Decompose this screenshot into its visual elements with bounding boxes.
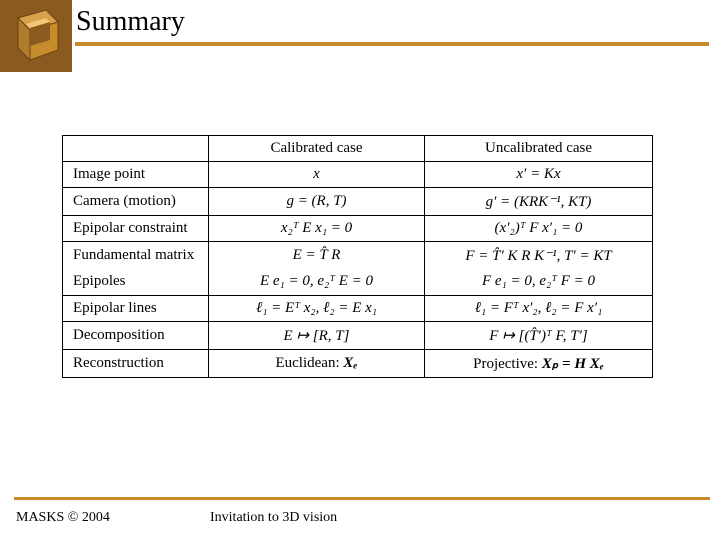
row-cal: x bbox=[209, 162, 425, 188]
row-uncal: F = T̂′ K R K⁻¹, T′ = KT bbox=[425, 242, 653, 270]
row-label: Epipoles bbox=[63, 269, 209, 295]
row-cal: ℓ₁ = Eᵀ x₂, ℓ₂ = E x₁ bbox=[209, 295, 425, 321]
table-row: Decomposition E ↦ [R, T] F ↦ [(T̂′)ᵀ F, … bbox=[63, 321, 653, 349]
table-row: Image point x x′ = Kx bbox=[63, 162, 653, 188]
row-label: Reconstruction bbox=[63, 349, 209, 377]
table-header-row: Calibrated case Uncalibrated case bbox=[63, 136, 653, 162]
logo-cube bbox=[0, 0, 72, 72]
row-uncal: Projective: Xₚ = H Xₑ bbox=[425, 349, 653, 377]
table-row: Reconstruction Euclidean: Xₑ Projective:… bbox=[63, 349, 653, 377]
row-uncal: x′ = Kx bbox=[425, 162, 653, 188]
row-cal: x₂ᵀ E x₁ = 0 bbox=[209, 216, 425, 242]
table-row: Epipolar constraint x₂ᵀ E x₁ = 0 (x′₂)ᵀ … bbox=[63, 216, 653, 242]
header-uncalibrated: Uncalibrated case bbox=[425, 136, 653, 162]
footer-rule bbox=[14, 497, 710, 500]
row-label: Epipolar constraint bbox=[63, 216, 209, 242]
row-uncal: F e₁ = 0, e₂ᵀ F = 0 bbox=[425, 269, 653, 295]
recon-val: Xₚ = H Xₑ bbox=[542, 356, 604, 372]
row-label: Epipolar lines bbox=[63, 295, 209, 321]
row-uncal: g′ = (KRK⁻¹, KT) bbox=[425, 188, 653, 216]
header-blank bbox=[63, 136, 209, 162]
table-row: Epipoles E e₁ = 0, e₂ᵀ E = 0 F e₁ = 0, e… bbox=[63, 269, 653, 295]
table-row: Fundamental matrix E = T̂ R F = T̂′ K R … bbox=[63, 242, 653, 270]
recon-val: Xₑ bbox=[343, 355, 357, 371]
row-uncal: ℓ₁ = Fᵀ x′₂, ℓ₂ = F x′₁ bbox=[425, 295, 653, 321]
table-row: Epipolar lines ℓ₁ = Eᵀ x₂, ℓ₂ = E x₁ ℓ₁ … bbox=[63, 295, 653, 321]
recon-prefix: Euclidean: bbox=[275, 355, 343, 371]
title-rule bbox=[75, 42, 709, 46]
slide-title: Summary bbox=[76, 6, 185, 38]
header-calibrated: Calibrated case bbox=[209, 136, 425, 162]
summary-table: Calibrated case Uncalibrated case Image … bbox=[62, 135, 653, 378]
row-cal: Euclidean: Xₑ bbox=[209, 349, 425, 377]
row-label: Fundamental matrix bbox=[63, 242, 209, 270]
row-cal: E = T̂ R bbox=[209, 242, 425, 270]
row-uncal: F ↦ [(T̂′)ᵀ F, T′] bbox=[425, 321, 653, 349]
table-row: Camera (motion) g = (R, T) g′ = (KRK⁻¹, … bbox=[63, 188, 653, 216]
row-cal: E ↦ [R, T] bbox=[209, 321, 425, 349]
recon-prefix: Projective: bbox=[473, 356, 542, 372]
row-label: Image point bbox=[63, 162, 209, 188]
row-cal: g = (R, T) bbox=[209, 188, 425, 216]
row-uncal: (x′₂)ᵀ F x′₁ = 0 bbox=[425, 216, 653, 242]
row-cal: E e₁ = 0, e₂ᵀ E = 0 bbox=[209, 269, 425, 295]
footer-copyright: MASKS © 2004 bbox=[16, 510, 110, 526]
footer-subtitle: Invitation to 3D vision bbox=[210, 510, 337, 526]
row-label: Camera (motion) bbox=[63, 188, 209, 216]
row-label: Decomposition bbox=[63, 321, 209, 349]
